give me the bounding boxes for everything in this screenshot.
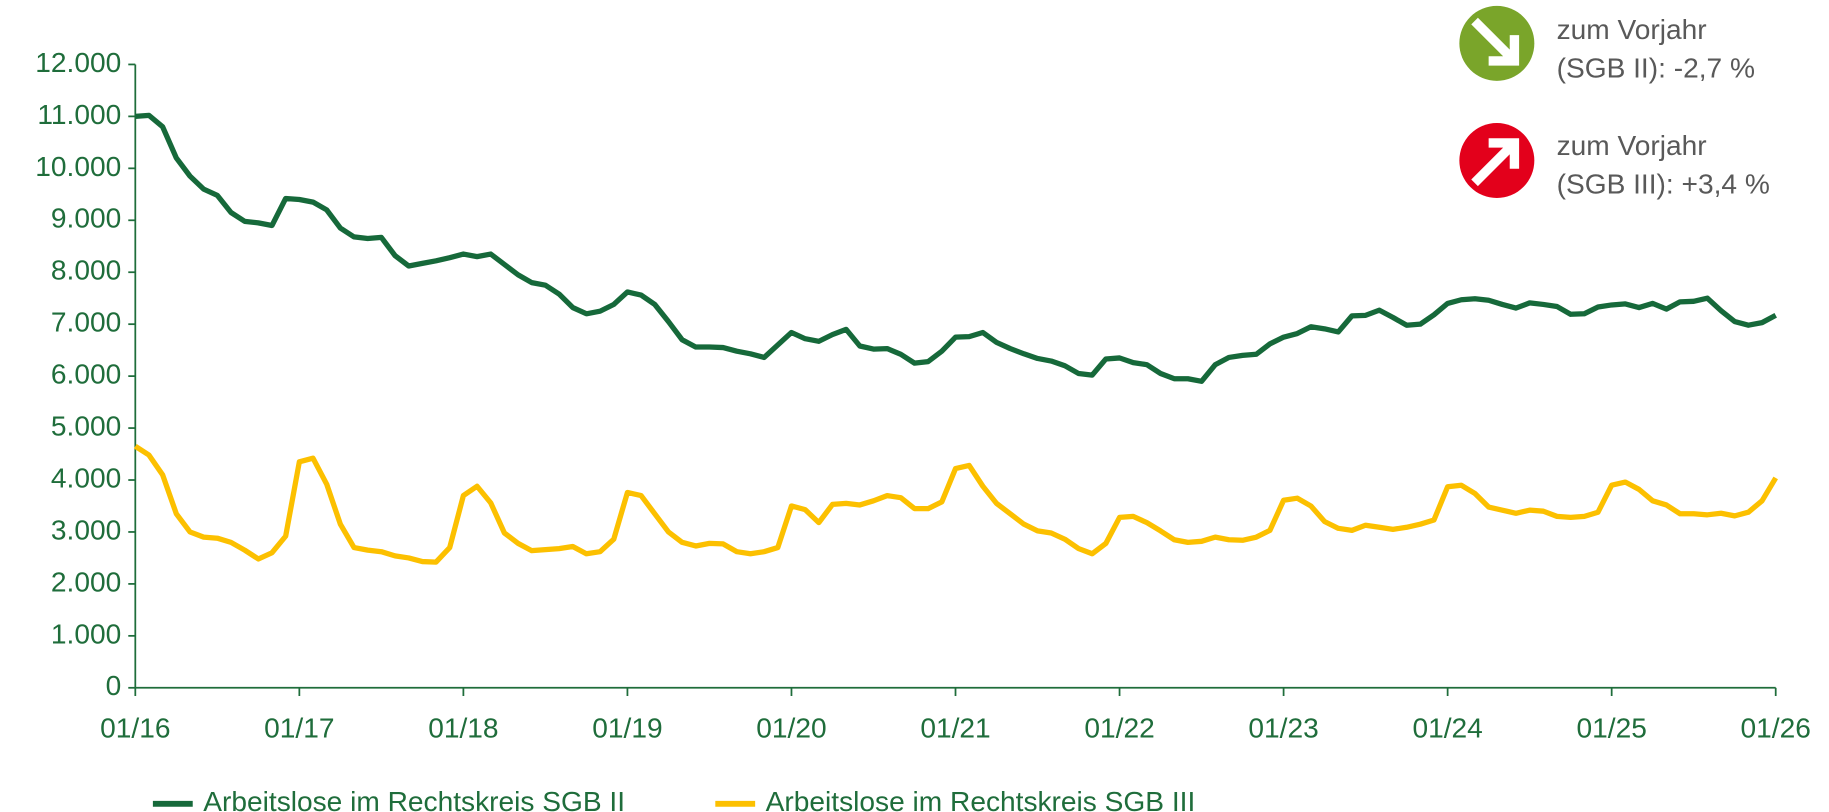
series-line — [135, 112, 1777, 384]
x-tick-label: 01/22 — [1084, 712, 1154, 743]
y-tick-label: 2.000 — [51, 566, 121, 597]
y-tick-label: 5.000 — [51, 410, 121, 441]
annotation: (SGB II): -2,7 % — [1557, 53, 1755, 84]
y-tick-label: 1.000 — [51, 618, 121, 649]
y-tick-label: 12.000 — [35, 47, 121, 78]
y-tick-label: 4.000 — [51, 462, 121, 493]
y-tick-label: 6.000 — [51, 359, 121, 390]
y-tick-label: 10.000 — [35, 151, 121, 182]
y-tick-label: 3.000 — [51, 514, 121, 545]
x-tick-label: 01/24 — [1412, 712, 1482, 743]
x-tick-label: 01/25 — [1576, 712, 1646, 743]
legend-label: Arbeitslose im Rechtskreis SGB III — [766, 786, 1196, 812]
annotation: zum Vorjahr — [1557, 130, 1707, 161]
x-tick-label: 01/19 — [592, 712, 662, 743]
trend-up-icon — [1459, 123, 1535, 199]
series-line — [133, 444, 1778, 565]
x-tick-label: 01/20 — [756, 712, 826, 743]
trend-down-icon — [1459, 5, 1535, 81]
x-tick-label: 01/16 — [100, 712, 170, 743]
y-tick-label: 7.000 — [51, 307, 121, 338]
x-tick-label: 01/18 — [428, 712, 498, 743]
legend-label: Arbeitslose im Rechtskreis SGB II — [203, 786, 625, 812]
annotation: zum Vorjahr — [1557, 14, 1707, 45]
y-tick-label: 11.000 — [37, 99, 121, 130]
x-tick-label: 01/26 — [1741, 712, 1811, 743]
y-tick-label: 8.000 — [51, 255, 121, 286]
x-tick-label: 01/21 — [920, 712, 990, 743]
y-tick-label: 9.000 — [51, 203, 121, 234]
annotation: (SGB III): +3,4 % — [1557, 169, 1770, 200]
x-tick-label: 01/17 — [264, 712, 334, 743]
x-tick-label: 01/23 — [1248, 712, 1318, 743]
y-tick-label: 0 — [106, 670, 122, 701]
